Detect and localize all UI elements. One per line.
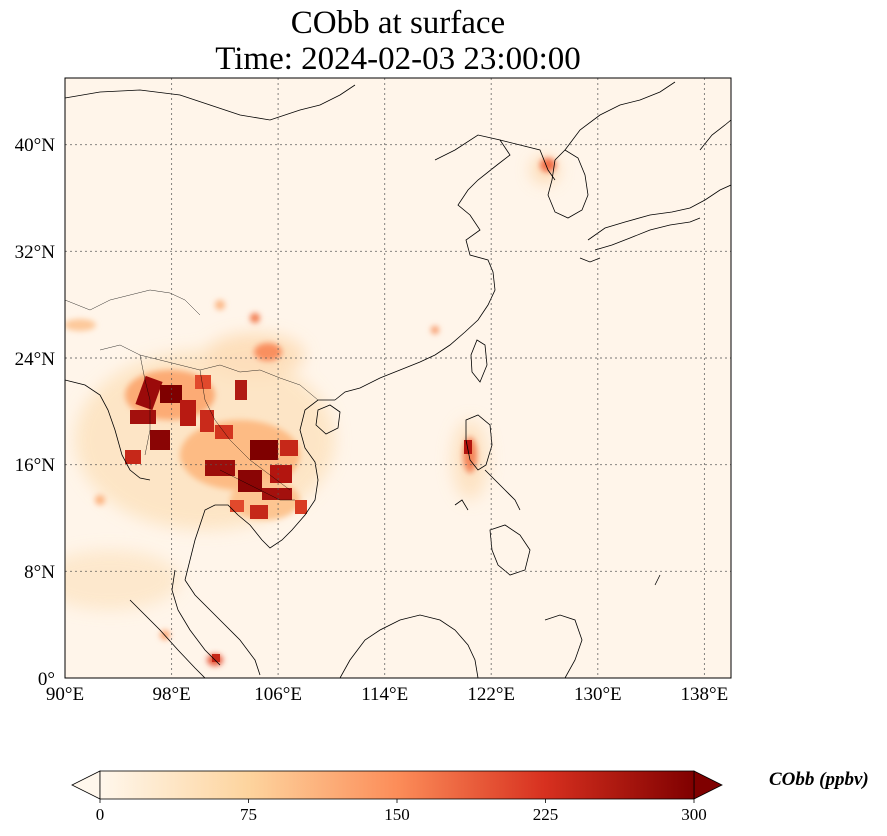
lat-label: 0° [38, 669, 55, 690]
colorbar-tick-label: 225 [532, 805, 559, 824]
lon-label: 130°E [574, 684, 622, 705]
concentration-field [65, 156, 559, 666]
map-frame [64, 77, 732, 679]
lon-label: 106°E [254, 684, 302, 705]
lon-label: 122°E [467, 684, 515, 705]
gridlines [65, 78, 731, 678]
colorbar-gradient [99, 770, 695, 800]
colorbar-tick-label: 0 [95, 805, 105, 824]
lat-label: 8°N [24, 562, 55, 583]
lat-label: 32°N [15, 242, 56, 263]
colorbar-label: CObb (ppbv) [769, 769, 869, 790]
lon-label: 138°E [681, 684, 729, 705]
colorbar-extend-max [693, 770, 723, 800]
country-borders [65, 289, 319, 501]
lat-label: 40°N [15, 135, 56, 156]
lon-label: 90°E [46, 684, 84, 705]
lat-label: 16°N [15, 455, 56, 476]
lat-label: 24°N [15, 349, 56, 370]
colorbar-tick-label: 150 [384, 805, 410, 824]
colorbar-tick-label: 75 [240, 805, 257, 824]
colorbar [71, 770, 723, 803]
coastlines [65, 81, 731, 678]
colorbar-tick-label: 300 [681, 805, 707, 824]
lon-label: 98°E [152, 684, 190, 705]
colorbar-extend-min [71, 770, 101, 800]
lon-label: 114°E [361, 684, 408, 705]
map-title: CObb at surface [290, 5, 506, 41]
map-time: Time: 2024-02-03 23:00:00 [215, 41, 581, 77]
